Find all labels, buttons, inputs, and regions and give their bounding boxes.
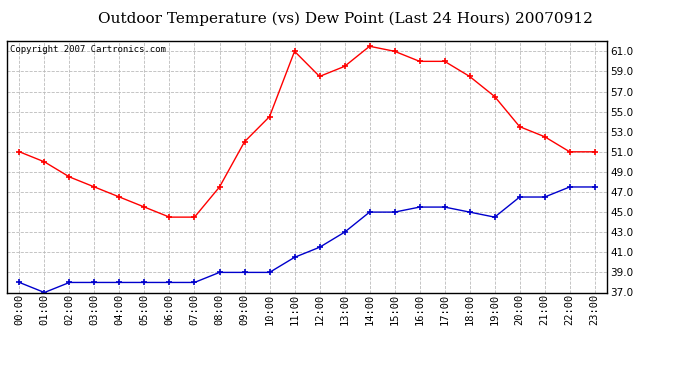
Text: Copyright 2007 Cartronics.com: Copyright 2007 Cartronics.com bbox=[10, 45, 166, 54]
Text: Outdoor Temperature (vs) Dew Point (Last 24 Hours) 20070912: Outdoor Temperature (vs) Dew Point (Last… bbox=[97, 11, 593, 26]
